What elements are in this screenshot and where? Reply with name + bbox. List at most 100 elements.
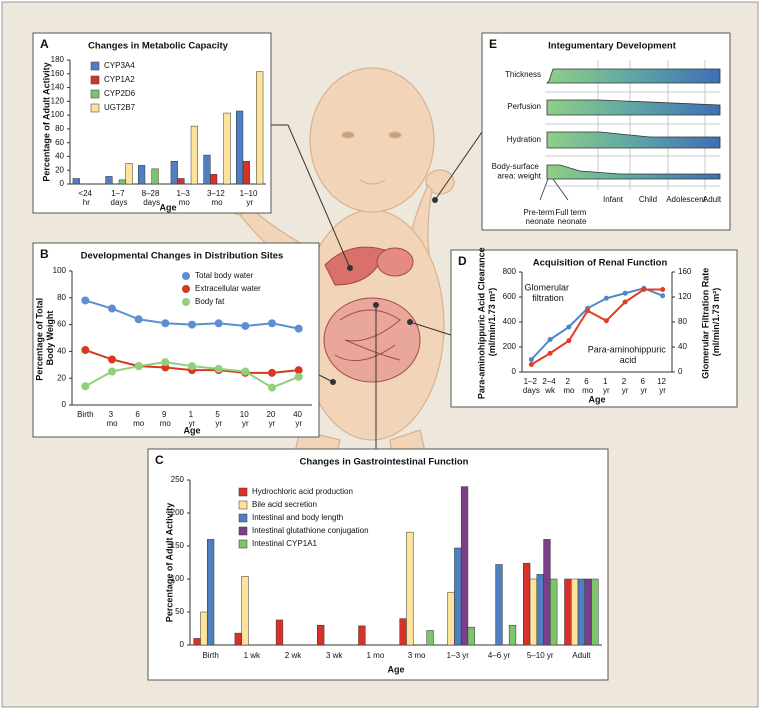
x-tick-label: 1 mo bbox=[367, 651, 385, 660]
bar bbox=[454, 547, 462, 646]
y-tick-label: 100 bbox=[51, 110, 65, 119]
y-tick-label: 40 bbox=[55, 152, 64, 161]
marker bbox=[81, 296, 90, 305]
legend-label: Bile acid secretion bbox=[252, 500, 317, 509]
bar bbox=[241, 576, 249, 646]
panel-label: C bbox=[155, 453, 164, 467]
legend-swatch bbox=[182, 272, 190, 280]
legend-label: CYP1A2 bbox=[104, 75, 135, 84]
legend-label: Hydrochloric acid production bbox=[252, 487, 353, 496]
y-tick-label: 0 bbox=[60, 179, 65, 188]
bar bbox=[317, 624, 325, 646]
y-tick-label: 180 bbox=[51, 55, 65, 64]
y-tick-label: 800 bbox=[503, 267, 517, 276]
bar bbox=[564, 578, 572, 646]
bar bbox=[125, 163, 133, 185]
y-tick-label: 250 bbox=[171, 475, 185, 484]
marker bbox=[241, 367, 250, 376]
marker bbox=[134, 315, 143, 324]
line bbox=[530, 287, 663, 361]
panel-label: B bbox=[40, 247, 49, 261]
bar bbox=[584, 578, 592, 646]
bar bbox=[543, 539, 551, 646]
x-tick-label: 1 wk bbox=[244, 651, 261, 660]
x-tick-label: 2 wk bbox=[285, 651, 302, 660]
y-tick-label: 100 bbox=[171, 574, 185, 583]
y-tick-label: 120 bbox=[678, 292, 692, 301]
bar bbox=[550, 578, 558, 646]
organs bbox=[323, 246, 421, 383]
marker bbox=[528, 362, 534, 367]
y-tick-label: 80 bbox=[57, 293, 66, 302]
stage-label: Adolescent bbox=[666, 195, 706, 204]
x-tick-label: Birth bbox=[202, 651, 218, 660]
bar bbox=[577, 578, 586, 646]
legend-swatch bbox=[90, 61, 100, 71]
y-tick-label: 200 bbox=[171, 508, 185, 517]
marker bbox=[161, 319, 170, 328]
y-tick-label: 0 bbox=[678, 367, 683, 376]
legend-label: Extracellular water bbox=[195, 284, 261, 293]
legend-swatch bbox=[90, 89, 100, 99]
y-axis-title: Percentage of Total Body Weight bbox=[35, 295, 55, 380]
x-axis-title: Age bbox=[159, 202, 176, 212]
marker bbox=[622, 299, 628, 305]
bar bbox=[242, 161, 250, 185]
marker bbox=[188, 320, 196, 329]
marker bbox=[528, 357, 534, 362]
x-tick-label: Birth bbox=[77, 410, 93, 419]
legend-swatch bbox=[238, 500, 248, 510]
connectors bbox=[271, 124, 483, 449]
legend-label: Intestinal and body length bbox=[252, 513, 343, 522]
marker bbox=[585, 308, 591, 314]
x-tick-label: 1–7 days bbox=[111, 189, 128, 207]
y2-axis-title: Glomerular Filtration Rate (ml/min/1.73 … bbox=[701, 265, 721, 379]
x-tick-label: 6 yr bbox=[641, 377, 648, 395]
y-tick-label: 400 bbox=[503, 317, 517, 326]
integument-bands bbox=[481, 32, 731, 231]
legend-swatch bbox=[238, 513, 248, 523]
legend-label: UGT2B7 bbox=[104, 103, 136, 112]
x-tick-label: 1–3 mo bbox=[177, 189, 193, 207]
panel bbox=[450, 249, 738, 408]
x-tick-label: 1–10 yr bbox=[240, 189, 260, 207]
row-label: Body-surface area: weight bbox=[492, 162, 542, 180]
y-axis-title: Para-aminohippuric Acid Clearance (ml/mi… bbox=[477, 245, 497, 399]
x-tick-label: 1–3 yr bbox=[447, 651, 470, 660]
bar bbox=[256, 71, 264, 185]
y-tick-label: 20 bbox=[57, 373, 66, 382]
marker bbox=[294, 366, 303, 375]
legend-label: Intestinal CYP1A1 bbox=[252, 539, 317, 548]
legend-label: Total body water bbox=[195, 271, 254, 280]
bar bbox=[495, 564, 503, 646]
marker bbox=[547, 350, 553, 356]
x-axis-title: Age bbox=[588, 394, 605, 404]
y-tick-label: 50 bbox=[175, 607, 184, 616]
marker bbox=[660, 293, 666, 299]
x-tick-label: 3 wk bbox=[326, 651, 343, 660]
bar bbox=[358, 625, 366, 646]
y-tick-label: 150 bbox=[171, 541, 185, 550]
bar bbox=[190, 125, 198, 185]
legend-label: CYP3A4 bbox=[104, 61, 135, 70]
x-tick-label: 3–12 mo bbox=[207, 189, 227, 207]
legend-swatch bbox=[238, 526, 248, 536]
y-tick-label: 60 bbox=[55, 138, 64, 147]
legend-swatch bbox=[238, 487, 248, 497]
bar bbox=[206, 539, 215, 646]
bar bbox=[460, 486, 469, 646]
legend-label: Intestinal glutathione conjugation bbox=[252, 526, 369, 535]
chart-title: Changes in Gastrointestinal Function bbox=[300, 457, 469, 468]
x-tick-label: 6 mo bbox=[582, 377, 594, 395]
x-tick-label: 12 yr bbox=[657, 377, 668, 395]
stage-label: Adult bbox=[703, 195, 722, 204]
bar bbox=[223, 112, 231, 185]
x-tick-label: 9 mo bbox=[160, 410, 172, 428]
marker bbox=[81, 346, 90, 355]
row-label: Thickness bbox=[505, 70, 541, 79]
stage-label: Child bbox=[639, 195, 657, 204]
x-tick-label: 2 yr bbox=[622, 377, 629, 395]
marker bbox=[603, 318, 609, 324]
bar bbox=[536, 574, 544, 646]
